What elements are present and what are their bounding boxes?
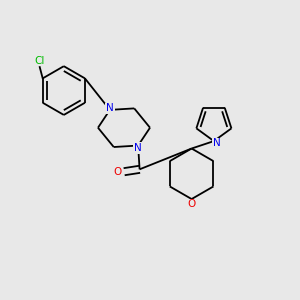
- Text: O: O: [188, 200, 196, 209]
- Text: N: N: [106, 103, 114, 113]
- Text: N: N: [134, 143, 142, 153]
- Text: Cl: Cl: [34, 56, 45, 65]
- Text: N: N: [213, 139, 221, 148]
- Text: O: O: [113, 167, 122, 177]
